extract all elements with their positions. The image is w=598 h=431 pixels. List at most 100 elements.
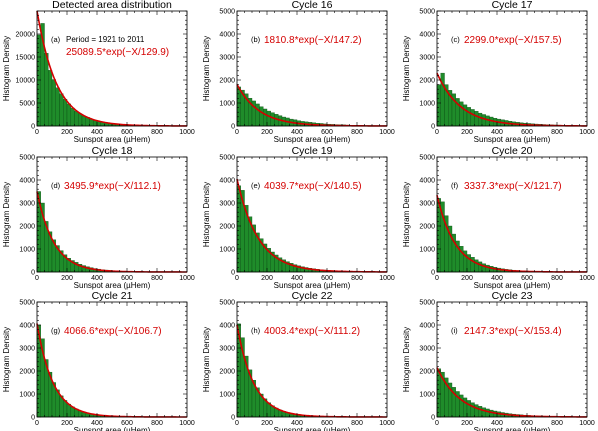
y-tick-label: 2000 <box>219 224 235 231</box>
panel-a: 0 200 400 600 800 100005000100001500020000Det… <box>2 0 195 144</box>
fit-equation: 3495.9*exp(−X/112.1) <box>64 181 161 192</box>
y-tick-label: 3000 <box>419 201 435 208</box>
x-tick-label: 400 <box>91 275 103 282</box>
y-tick-label: 2000 <box>419 224 435 231</box>
y-tick-label: 4000 <box>419 32 435 39</box>
y-tick-label: 0 <box>431 415 435 422</box>
histogram-bar <box>66 103 71 127</box>
x-axis-label: Sunspot area (µHem) <box>274 281 351 290</box>
y-tick-label: 4000 <box>219 32 235 39</box>
y-tick-label: 0 <box>231 124 235 131</box>
x-tick-label: 800 <box>551 129 563 136</box>
y-tick-label: 0 <box>31 270 35 277</box>
fit-equation: 4039.7*exp(−X/140.5) <box>264 181 362 192</box>
y-tick-label: 5000 <box>419 9 435 16</box>
fit-equation: 1810.8*exp(−X/147.2) <box>264 35 362 46</box>
y-tick-label: 1000 <box>219 101 235 108</box>
y-tick-label: 5000 <box>219 300 235 307</box>
x-axis: 0 200 400 600 800 1000 <box>35 302 195 427</box>
panel-title: Cycle 16 <box>292 0 333 11</box>
bar-series <box>436 368 588 418</box>
histogram-bar <box>481 114 486 127</box>
x-tick-label: 0 <box>35 420 39 427</box>
y-tick-label: 20000 <box>16 32 36 39</box>
x-tick-label: 800 <box>351 129 363 136</box>
y-tick-label: 1000 <box>419 392 435 399</box>
y-axis-label: Histogram Density <box>202 36 211 101</box>
histogram-bar <box>74 111 79 127</box>
y-tick-label: 1000 <box>419 247 435 254</box>
x-tick-label: 800 <box>151 275 163 282</box>
x-tick-label: 1000 <box>379 129 395 136</box>
histogram-bar <box>48 70 53 127</box>
histogram-bar <box>270 112 275 127</box>
histogram-bar <box>55 87 60 127</box>
x-axis: 0 200 400 600 800 1000 <box>235 157 395 282</box>
y-tick-label: 4000 <box>19 178 35 185</box>
x-tick-label: 400 <box>291 275 303 282</box>
panel-label: (e) <box>251 181 261 190</box>
x-tick-label: 200 <box>61 275 73 282</box>
histogram-bar <box>51 79 56 127</box>
y-tick-label: 0 <box>431 124 435 131</box>
fit-equation: 2299.0*exp(−X/157.5) <box>464 35 562 46</box>
y-tick-label: 1000 <box>219 247 235 254</box>
histogram-bar <box>485 408 490 418</box>
x-axis-label: Sunspot area (µHem) <box>274 426 351 431</box>
histogram-bar <box>436 368 441 418</box>
x-axis-label: Sunspot area (µHem) <box>74 281 151 290</box>
histogram-bar <box>259 106 264 127</box>
x-tick-label: 200 <box>261 420 273 427</box>
y-tick-label: 10000 <box>16 78 36 85</box>
y-tick-label: 5000 <box>19 101 35 108</box>
y-tick-label: 3000 <box>219 201 235 208</box>
y-axis: 0 1000 2000 3000 4000 5000 <box>219 300 387 422</box>
x-tick-label: 800 <box>551 420 563 427</box>
fit-equation: 2147.3*exp(−X/153.4) <box>464 326 562 337</box>
y-tick-label: 4000 <box>419 323 435 330</box>
y-axis-label: Histogram Density <box>2 36 11 101</box>
x-tick-label: 0 <box>235 275 239 282</box>
y-tick-label: 3000 <box>219 55 235 62</box>
x-tick-label: 400 <box>491 275 503 282</box>
x-axis: 0 200 400 600 800 1000 <box>35 11 195 136</box>
x-tick-label: 0 <box>235 420 239 427</box>
y-tick-label: 4000 <box>419 178 435 185</box>
y-tick-label: 0 <box>231 415 235 422</box>
fit-equation: 4003.4*exp(−X/111.2) <box>264 326 360 337</box>
x-axis-label: Sunspot area (µHem) <box>74 426 151 431</box>
panel-f: 0 200 400 600 800 1000 0 1000 2000 3000 4000 5000 Cy… <box>402 145 595 290</box>
histogram-bar <box>474 111 479 127</box>
x-tick-label: 0 <box>435 420 439 427</box>
x-tick-label: 400 <box>291 129 303 136</box>
panel-title: Cycle 21 <box>92 290 133 302</box>
x-tick-label: 400 <box>491 129 503 136</box>
x-tick-label: 600 <box>121 275 133 282</box>
histogram-bar <box>474 404 479 418</box>
x-axis: 0 200 400 600 800 1000 <box>435 157 595 282</box>
x-tick-label: 400 <box>491 420 503 427</box>
panel-title: Cycle 18 <box>92 145 133 157</box>
panel-b: 0 200 400 600 800 1000 0 1000 2000 3000 4000 5000 Cy… <box>202 0 395 144</box>
panel-title: Cycle 20 <box>492 145 533 157</box>
y-tick-label: 1000 <box>19 247 35 254</box>
y-tick-label: 0 <box>31 124 35 131</box>
x-tick-label: 1000 <box>179 275 195 282</box>
y-tick-label: 5000 <box>419 155 435 162</box>
panel-label: (c) <box>451 35 460 44</box>
y-axis-label: Histogram Density <box>402 327 411 392</box>
x-tick-label: 200 <box>61 129 73 136</box>
panel-label: (h) <box>251 326 261 335</box>
histogram-bar <box>81 115 86 127</box>
x-tick-label: 200 <box>461 420 473 427</box>
x-tick-label: 1000 <box>579 275 595 282</box>
histogram-bar <box>255 103 260 127</box>
x-tick-label: 800 <box>351 420 363 427</box>
histogram-bar <box>436 84 441 127</box>
y-axis: 0 1000 2000 3000 4000 5000 <box>219 9 387 131</box>
bar-series <box>36 191 188 273</box>
y-axis: 0 1000 2000 3000 4000 5000 <box>419 300 587 422</box>
y-tick-label: 4000 <box>219 178 235 185</box>
x-tick-label: 600 <box>521 129 533 136</box>
